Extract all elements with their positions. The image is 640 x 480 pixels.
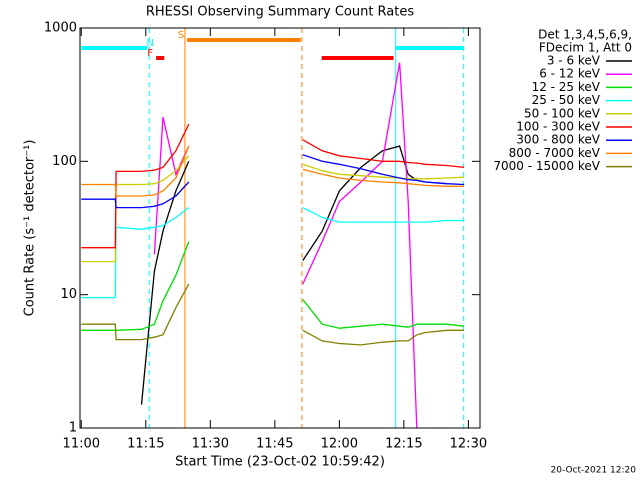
x-tick-label: 11:45 (256, 437, 293, 452)
series-line (302, 154, 465, 186)
series-line (81, 207, 190, 299)
y-tick-label: 1 (69, 421, 77, 436)
series-line (302, 299, 465, 329)
x-axis-label: Start Time (23-Oct-02 10:59:42) (175, 455, 385, 470)
y-tick-label: 10 (60, 287, 77, 302)
series-line (302, 329, 465, 346)
y-tick-label: 100 (52, 154, 77, 169)
x-tick-label: 12:00 (321, 437, 358, 452)
footer: 20-Oct-2021 12:20 (551, 466, 637, 476)
series-line (81, 283, 190, 341)
flag-label: S (178, 30, 184, 41)
flag-label: N (146, 38, 153, 49)
x-tick-label: 11:30 (192, 437, 229, 452)
x-tick-label: 12:30 (450, 437, 487, 452)
legend-label: 25 - 50 keV (532, 93, 601, 107)
legend-label: 7000 - 15000 keV (493, 159, 600, 173)
series-line (302, 168, 465, 187)
legend-label: 6 - 12 keV (539, 67, 601, 81)
x-tick-label: 11:00 (63, 437, 100, 452)
legend-label: 300 - 800 keV (516, 133, 600, 147)
series-line (302, 139, 465, 169)
series-line (140, 161, 190, 405)
series-line (81, 155, 190, 263)
series-line (302, 207, 465, 223)
plot-frame (79, 27, 481, 429)
x-tick-label: 12:15 (385, 437, 422, 452)
legend-header: FDecim 1, Att 0 (539, 41, 632, 55)
legend-label: 12 - 25 keV (532, 80, 601, 94)
flag-label: F (147, 48, 153, 59)
y-axis-label: Count Rate (s⁻¹ detector⁻¹) (23, 140, 38, 317)
legend-label: 800 - 7000 keV (509, 146, 601, 160)
series-line (153, 116, 190, 255)
series-line (81, 145, 190, 197)
x-tick-label: 11:15 (127, 437, 164, 452)
chart-title: RHESSI Observing Summary Count Rates (146, 5, 415, 20)
legend-label: 50 - 100 keV (524, 106, 601, 120)
legend-header: Det 1,3,4,5,6,9, (538, 28, 632, 42)
y-tick-label: 1000 (44, 21, 77, 36)
legend-label: 3 - 6 keV (547, 54, 601, 68)
legend-label: 100 - 300 keV (516, 120, 600, 134)
series-line (81, 123, 190, 249)
series-line (81, 181, 190, 209)
